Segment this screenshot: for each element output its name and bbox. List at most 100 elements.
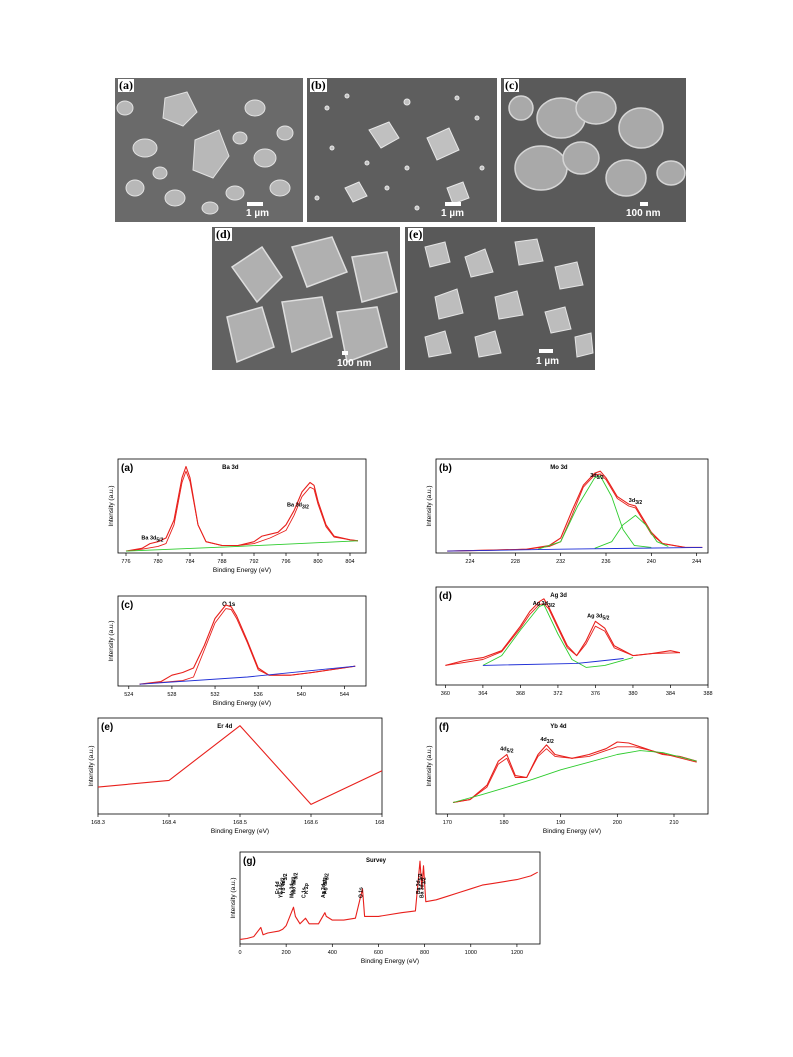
x-axis-label: Binding Energy (eV) — [361, 958, 419, 965]
x-tick-label: 168.7 — [375, 820, 384, 826]
sem-panel-c: (c) 100 nm — [501, 78, 686, 222]
sem-particles-c — [501, 78, 686, 222]
x-tick-label: 0 — [238, 950, 241, 956]
xps-chart-c: (c) O 1s 524 528 532 536 540 544 Binding Energy … — [84, 592, 374, 714]
peak-label: 4d3/2 — [540, 737, 554, 745]
peak-label: Ba 3d3/2 — [287, 503, 309, 511]
y-axis-label: Intensity (a.u.) — [230, 877, 237, 918]
x-tick-label: 368 — [516, 691, 525, 697]
x-tick-label: 540 — [297, 692, 306, 698]
x-tick-label: 200 — [613, 820, 622, 826]
peak-label: Ag 3d5/2 — [587, 613, 609, 621]
x-tick-label: 1000 — [465, 950, 477, 956]
x-tick-label: 168.5 — [233, 820, 247, 826]
series-component — [482, 604, 634, 668]
series-baseline — [482, 658, 624, 666]
peak-label: C 1s — [302, 887, 308, 898]
series-data — [97, 725, 383, 805]
scale-bar — [445, 202, 461, 206]
y-axis-label: Intensity (a.u.) — [88, 745, 95, 786]
series-data — [239, 860, 538, 940]
x-tick-label: 784 — [185, 559, 194, 565]
sem-particles-a — [115, 78, 303, 222]
x-tick-label: 168.3 — [91, 820, 105, 826]
panel-letter: (e) — [101, 722, 113, 733]
x-tick-label: 800 — [420, 950, 429, 956]
xps-chart-e: (e) Er 4d 168.3 168.4 168.5 168.6 168.7 Binding… — [84, 714, 389, 840]
scale-label: 100 nm — [337, 358, 372, 369]
series-fit — [139, 608, 356, 685]
series-fit — [452, 746, 697, 803]
y-axis-label: Intensity (a.u.) — [426, 485, 433, 526]
x-tick-label: 240 — [647, 559, 656, 565]
sem-panel-d: (d) 100 nm — [212, 227, 400, 370]
series-data — [125, 465, 359, 552]
x-tick-label: 792 — [249, 559, 258, 565]
x-axis-label: Binding Energy (eV) — [213, 700, 271, 707]
sem-panel-letter: (c) — [504, 78, 520, 92]
x-tick-label: 170 — [443, 820, 452, 826]
x-tick-label: 168.4 — [162, 820, 176, 826]
x-tick-label: 388 — [703, 691, 712, 697]
peak-label: K 2p — [304, 883, 310, 894]
peak-label: Ag 3d5/2 — [321, 877, 329, 898]
series-baseline — [447, 546, 703, 552]
x-tick-label: 804 — [345, 559, 354, 565]
x-tick-label: 532 — [210, 692, 219, 698]
x-tick-label: 236 — [601, 559, 610, 565]
scale-label: 1 µm — [441, 208, 464, 219]
sem-particles-d — [212, 227, 400, 370]
series-fit — [445, 603, 680, 666]
x-tick-label: 380 — [628, 691, 637, 697]
x-tick-label: 364 — [478, 691, 487, 697]
peak-label: Mo 3d3/2 — [291, 872, 299, 894]
x-tick-label: 190 — [556, 820, 565, 826]
sem-panel-letter: (a) — [118, 78, 134, 92]
x-tick-label: 168.6 — [304, 820, 318, 826]
sem-panel-e: (e) 1 µm — [405, 227, 595, 370]
sem-particles-b — [307, 78, 497, 222]
panel-letter: (f) — [439, 722, 449, 733]
peak-label: O 1s — [359, 887, 365, 898]
chart-title: Ag 3d — [550, 593, 567, 599]
series-baseline — [125, 540, 359, 552]
xps-chart-a: (a) Ba 3d 776 780 784 788 792 796 800 804 Binding … — [84, 455, 374, 590]
peak-label: 3d3/2 — [629, 498, 643, 506]
chart-title: Yb 4d — [550, 724, 567, 730]
x-tick-label: 1200 — [511, 950, 523, 956]
x-tick-label: 210 — [669, 820, 678, 826]
plot-frame — [435, 717, 709, 815]
scale-label: 1 µm — [536, 356, 559, 367]
x-axis-label: Binding Energy (eV) — [213, 567, 271, 574]
sem-panel-letter: (d) — [215, 227, 232, 241]
x-tick-label: 200 — [282, 950, 291, 956]
plot-frame — [239, 851, 541, 945]
plot-frame — [435, 458, 709, 554]
series-data — [139, 604, 356, 685]
x-tick-label: 228 — [511, 559, 520, 565]
panel-letter: (a) — [121, 463, 133, 474]
x-tick-label: 536 — [254, 692, 263, 698]
series-component — [594, 514, 669, 549]
y-axis-label: Intensity (a.u.) — [108, 485, 115, 526]
peak-label: Ag 3d3/2 — [322, 873, 330, 894]
xps-chart-g: (g) Survey 0 200 400 600 800 1000 1200 Binding En… — [226, 848, 546, 971]
peak-label: Mo 3d5/2 — [290, 876, 298, 898]
x-tick-label: 788 — [217, 559, 226, 565]
plot-frame — [97, 717, 383, 815]
peak-label: Yb 4d5/2 — [279, 877, 287, 898]
scale-bar — [640, 202, 648, 206]
chart-title: Er 4d — [217, 724, 232, 730]
chart-title: Survey — [366, 858, 387, 864]
x-tick-label: 400 — [328, 950, 337, 956]
x-tick-label: 524 — [124, 692, 133, 698]
panel-letter: (b) — [439, 463, 452, 474]
sem-panel-letter: (e) — [408, 227, 424, 241]
peak-label: Er 4d — [275, 881, 281, 894]
scale-bar — [539, 349, 553, 353]
y-axis-label: Intensity (a.u.) — [426, 745, 433, 786]
sem-panel-letter: (b) — [310, 78, 327, 92]
plot-frame — [117, 458, 367, 554]
peak-label: Ba 3d3/2 — [419, 877, 427, 898]
series-fit — [125, 470, 359, 552]
